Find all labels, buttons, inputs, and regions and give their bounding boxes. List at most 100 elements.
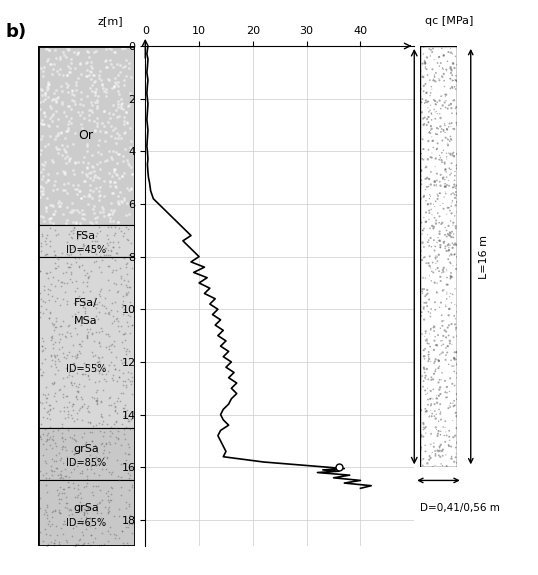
Point bbox=[429, 462, 437, 471]
Point bbox=[67, 198, 76, 208]
Point bbox=[83, 334, 91, 343]
Point bbox=[39, 186, 47, 196]
Point bbox=[128, 519, 137, 528]
Point bbox=[118, 538, 127, 547]
Point bbox=[103, 507, 112, 516]
Point bbox=[451, 104, 459, 113]
Point bbox=[437, 44, 446, 53]
Point bbox=[447, 99, 455, 108]
Point bbox=[103, 74, 112, 83]
Point bbox=[58, 419, 66, 428]
Point bbox=[46, 405, 54, 415]
Point bbox=[105, 182, 114, 191]
Point bbox=[122, 346, 130, 355]
Point bbox=[87, 530, 95, 539]
Point bbox=[452, 307, 461, 316]
Point bbox=[449, 59, 457, 68]
Point bbox=[112, 183, 121, 192]
Point bbox=[91, 217, 100, 227]
Point bbox=[437, 71, 446, 80]
Point bbox=[36, 182, 44, 191]
Text: D=0,41/0,56 m: D=0,41/0,56 m bbox=[420, 504, 499, 513]
Point bbox=[86, 296, 95, 305]
Point bbox=[74, 346, 83, 355]
Point bbox=[67, 365, 76, 374]
Point bbox=[97, 396, 105, 405]
Point bbox=[420, 285, 428, 294]
Point bbox=[425, 206, 434, 215]
Point bbox=[103, 492, 112, 501]
Point bbox=[108, 467, 116, 477]
Point bbox=[424, 375, 433, 384]
Point bbox=[83, 129, 91, 139]
Point bbox=[125, 474, 133, 483]
Point bbox=[420, 213, 428, 222]
Point bbox=[123, 155, 132, 164]
Point bbox=[91, 361, 100, 370]
Point bbox=[55, 508, 64, 518]
Point bbox=[92, 502, 101, 511]
Point bbox=[435, 443, 444, 453]
Point bbox=[56, 65, 65, 74]
Point bbox=[102, 489, 110, 498]
Point bbox=[424, 352, 433, 362]
Point bbox=[107, 489, 116, 499]
Point bbox=[446, 398, 455, 408]
Point bbox=[47, 507, 56, 516]
Point bbox=[37, 63, 46, 72]
Point bbox=[46, 307, 55, 316]
Point bbox=[95, 183, 104, 192]
Point bbox=[62, 328, 71, 337]
Point bbox=[433, 398, 442, 407]
Point bbox=[432, 216, 441, 225]
Point bbox=[60, 382, 68, 391]
Point bbox=[58, 442, 67, 451]
Point bbox=[111, 255, 120, 264]
Point bbox=[61, 153, 69, 162]
Point bbox=[125, 465, 133, 474]
Point bbox=[421, 373, 429, 382]
Point bbox=[438, 199, 447, 208]
Point bbox=[427, 115, 436, 124]
Point bbox=[106, 250, 115, 259]
Point bbox=[53, 130, 62, 139]
Point bbox=[56, 470, 65, 479]
Point bbox=[124, 469, 133, 478]
Point bbox=[443, 229, 452, 239]
Point bbox=[67, 312, 76, 321]
Point bbox=[63, 62, 72, 71]
Point bbox=[420, 315, 428, 324]
Point bbox=[102, 45, 110, 54]
Point bbox=[448, 416, 457, 425]
Point bbox=[49, 59, 58, 68]
Point bbox=[109, 231, 118, 240]
Point bbox=[420, 119, 429, 128]
Point bbox=[66, 411, 75, 420]
Point bbox=[62, 202, 71, 212]
Point bbox=[96, 190, 104, 200]
Point bbox=[80, 508, 88, 517]
Point bbox=[429, 136, 437, 145]
Point bbox=[39, 440, 48, 449]
Point bbox=[450, 211, 459, 220]
Point bbox=[63, 238, 72, 247]
Point bbox=[78, 240, 87, 249]
Point bbox=[70, 465, 79, 474]
Point bbox=[55, 338, 63, 347]
Point bbox=[58, 140, 66, 150]
Point bbox=[428, 47, 436, 56]
Point bbox=[75, 261, 83, 270]
Point bbox=[81, 270, 89, 279]
Point bbox=[444, 239, 453, 248]
Point bbox=[38, 159, 46, 168]
Point bbox=[114, 191, 122, 200]
Point bbox=[435, 96, 444, 105]
Point bbox=[435, 52, 444, 62]
Point bbox=[105, 503, 114, 512]
Point bbox=[91, 387, 100, 396]
Point bbox=[125, 282, 134, 292]
Point bbox=[426, 453, 435, 462]
Point bbox=[120, 116, 129, 125]
Point bbox=[122, 455, 130, 465]
Point bbox=[77, 120, 86, 129]
